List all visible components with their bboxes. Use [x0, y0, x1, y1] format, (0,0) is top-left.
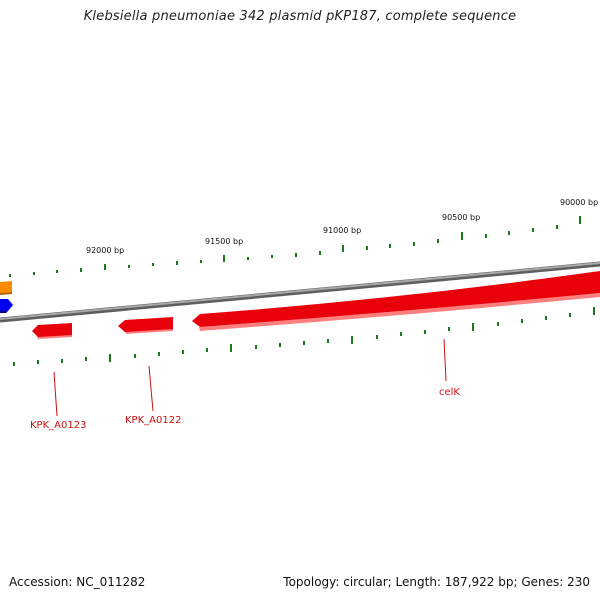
gene-celk-shadow — [199, 293, 600, 331]
gene-labels: KPK_A0123 KPK_A0122 celK — [30, 387, 460, 431]
inner-tick-row — [13, 307, 595, 366]
tick-label-90000: 90000 bp — [560, 198, 598, 207]
tick-label-90500: 90500 bp — [442, 213, 480, 222]
leader-celk — [443, 338, 447, 382]
gene-kpk-a0122 — [118, 317, 173, 332]
reverse-genes — [32, 271, 600, 339]
tick-label-92000: 92000 bp — [86, 246, 124, 255]
blue-feature-shadow — [0, 311, 8, 313]
map-title: Klebsiella pneumoniae 342 plasmid pKP187… — [83, 9, 517, 24]
gene-label-kpk-a0122: KPK_A0122 — [125, 415, 181, 426]
tick-labels: 92000 bp 91500 bp 91000 bp 90500 bp 9000… — [86, 198, 598, 255]
gene-kpk-a0123 — [32, 323, 72, 337]
tick-label-91000: 91000 bp — [323, 226, 361, 235]
forward-features — [0, 281, 13, 313]
leader-kpk-a0123 — [53, 371, 58, 417]
gene-label-kpk-a0123: KPK_A0123 — [30, 420, 86, 431]
gene-label-celk: celK — [439, 387, 460, 398]
orange-feature-shadow — [0, 292, 12, 295]
gene-celk — [192, 271, 600, 327]
outer-tick-row — [9, 216, 581, 277]
blue-feature — [0, 299, 13, 311]
accession-text: Accession: NC_011282 — [9, 575, 146, 589]
backbone — [0, 261, 600, 323]
leader-kpk-a0122 — [148, 365, 154, 412]
topology-summary: Topology: circular; Length: 187,922 bp; … — [283, 575, 590, 589]
gene-label-leaders — [53, 338, 447, 417]
orange-feature — [0, 281, 12, 293]
tick-label-91500: 91500 bp — [205, 237, 243, 246]
